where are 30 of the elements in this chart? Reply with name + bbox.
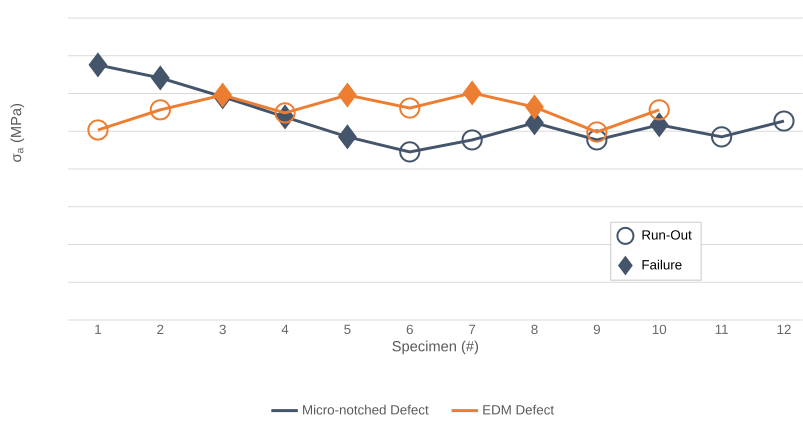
x-tick-label: 4 bbox=[282, 324, 288, 334]
point bbox=[399, 97, 420, 119]
point bbox=[462, 129, 483, 151]
point bbox=[399, 141, 420, 163]
point bbox=[773, 110, 795, 132]
point bbox=[274, 102, 296, 124]
point bbox=[710, 126, 732, 148]
legend-label: Micro-notched Defect bbox=[303, 404, 429, 415]
x-tick-label: 10 bbox=[652, 324, 666, 334]
legend-label: Failure bbox=[642, 260, 682, 270]
legend-label: Run-Out bbox=[642, 230, 692, 240]
x-tick-label: 1 bbox=[95, 324, 102, 334]
x-tick-label: 6 bbox=[406, 324, 413, 334]
x-tick-label: 3 bbox=[219, 324, 226, 334]
point bbox=[150, 99, 171, 120]
point bbox=[87, 119, 109, 141]
x-tick-label: 2 bbox=[157, 324, 164, 334]
point bbox=[586, 121, 608, 143]
x-axis-title: Specimen (#) bbox=[392, 340, 478, 354]
x-tick-label: 7 bbox=[469, 324, 476, 334]
legend-label: EDM Defect bbox=[483, 404, 554, 415]
x-tick-label: 12 bbox=[778, 324, 791, 334]
point bbox=[648, 99, 670, 120]
x-tick-label: 9 bbox=[594, 324, 600, 334]
point bbox=[88, 52, 108, 78]
point bbox=[586, 129, 608, 151]
y-axis-title: σ$_{a}$ (MPa) bbox=[10, 104, 24, 162]
x-tick-label: 8 bbox=[531, 324, 538, 334]
x-tick-label: 11 bbox=[716, 324, 728, 334]
x-tick-label: 5 bbox=[344, 324, 351, 334]
